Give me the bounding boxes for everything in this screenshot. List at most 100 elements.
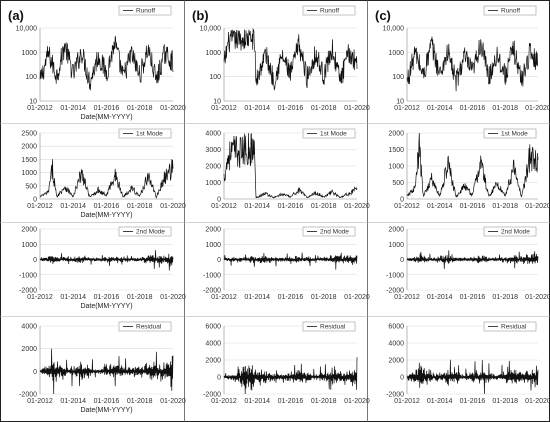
y-tick-label: 0	[217, 375, 221, 382]
x-axis-label: Date(MM-YYYY)	[80, 303, 132, 310]
legend-box	[302, 128, 356, 139]
x-tick-label: 01-2016	[94, 294, 120, 301]
x-tick-label: 01-2014	[60, 105, 86, 112]
legend: 2nd Mode	[483, 226, 537, 237]
y-tick-label: 1000	[21, 242, 37, 249]
y-tick-label: 0	[400, 375, 404, 382]
legend-label: 2nd Mode	[320, 229, 349, 236]
y-tick-label: 1000	[205, 180, 221, 187]
y-tick-label: 6000	[205, 324, 221, 331]
x-tick-label: 01-2016	[278, 203, 304, 210]
x-tick-label: 01-2014	[244, 203, 270, 210]
panel-label: (c)	[375, 8, 391, 23]
x-tick-label: 01-2020	[525, 203, 550, 210]
y-tick-label: 10,000	[200, 26, 222, 33]
legend: Runoff	[483, 5, 537, 16]
x-tick-label: 01-2016	[278, 398, 304, 405]
y-tick-label: 1000	[388, 164, 404, 171]
y-tick-label: 2000	[388, 227, 404, 234]
x-axis-label: Date(MM-YYYY)	[80, 212, 132, 219]
x-tick-label: 01-2012	[27, 398, 53, 405]
x-tick-label: 01-2016	[460, 294, 486, 301]
series-line	[223, 132, 358, 199]
y-tick-label: 100	[392, 74, 404, 81]
y-tick-label: -1000	[386, 272, 404, 279]
y-tick-label: 1000	[388, 50, 404, 57]
series-line	[223, 27, 358, 91]
series-line	[406, 359, 539, 395]
legend-box	[483, 128, 537, 139]
x-axis-label: Date(MM-YYYY)	[80, 114, 132, 121]
x-tick-label: 01-2012	[394, 398, 420, 405]
legend: 2nd Mode	[302, 226, 356, 237]
y-tick-label: 0	[217, 197, 221, 204]
x-tick-label: 01-2014	[244, 294, 270, 301]
x-tick-label: 01-2018	[127, 294, 153, 301]
x-tick-label: 01-2016	[278, 294, 304, 301]
x-tick-label: 01-2012	[27, 294, 53, 301]
series-line	[406, 36, 539, 92]
x-tick-label: 01-2016	[94, 398, 120, 405]
x-tick-label: 01-2020	[525, 398, 550, 405]
x-tick-label: 01-2020	[525, 105, 550, 112]
x-axis-label: Date(MM-YYYY)	[80, 407, 132, 414]
y-tick-label: 2000	[21, 227, 37, 234]
y-tick-label: 0	[33, 197, 37, 204]
legend-label: Runoff	[320, 8, 339, 15]
legend-box	[483, 226, 537, 237]
y-tick-label: 0	[33, 369, 37, 376]
x-tick-label: 01-2012	[211, 203, 237, 210]
legend: Residual	[302, 321, 356, 332]
chart-panel: -2000 -1000 0 1000 2000 01-2012 01-2014 01-2016…	[19, 227, 186, 311]
legend-label: Residual	[501, 324, 527, 331]
x-tick-label: 01-2018	[492, 398, 518, 405]
legend: Residual	[483, 321, 537, 332]
series-line	[39, 35, 174, 91]
x-tick-label: 01-2012	[211, 294, 237, 301]
legend-box	[118, 5, 172, 16]
y-tick-label: 100	[209, 74, 221, 81]
series-line	[39, 159, 174, 199]
x-tick-label: 01-2014	[244, 398, 270, 405]
chart-panel: 10 100 1000 10,000 01-2012 01-2014 01-2016 01-2…	[200, 5, 370, 112]
y-tick-label: 2000	[21, 346, 37, 353]
x-tick-label: 01-2016	[460, 203, 486, 210]
y-tick-label: 1500	[388, 147, 404, 154]
legend: Runoff	[118, 5, 172, 16]
chart-panel: 10 100 1000 10,000 01-2012 01-2014 01-2016 01-2…	[383, 5, 550, 112]
x-tick-label: 01-2012	[394, 105, 420, 112]
y-tick-label: 500	[392, 180, 404, 187]
y-tick-label: 10	[213, 99, 221, 106]
x-tick-label: 01-2012	[27, 203, 53, 210]
y-tick-label: 10,000	[16, 26, 38, 33]
chart-panel: 10 100 1000 10,000 01-2012 01-2014 01-2016 01-2…	[16, 5, 186, 121]
legend-box	[302, 321, 356, 332]
y-tick-label: 1000	[21, 50, 37, 57]
x-tick-label: 01-2020	[160, 105, 186, 112]
legend: 1st Mode	[483, 128, 537, 139]
y-tick-label: 2000	[205, 358, 221, 365]
y-tick-label: 2000	[21, 144, 37, 151]
series-line	[223, 357, 358, 395]
chart-panel: -2000 -1000 0 1000 2000 01-2012 01-2014 01-2016…	[386, 227, 550, 302]
y-tick-label: 0	[217, 257, 221, 264]
x-tick-label: 01-2014	[427, 294, 453, 301]
y-tick-label: -1000	[203, 272, 221, 279]
y-tick-label: 10	[29, 99, 37, 106]
x-tick-label: 01-2020	[344, 398, 370, 405]
x-tick-label: 01-2020	[160, 398, 186, 405]
panel-label: (b)	[192, 8, 209, 23]
x-tick-label: 01-2018	[311, 105, 337, 112]
y-tick-label: 1000	[205, 242, 221, 249]
x-tick-label: 01-2016	[94, 203, 120, 210]
legend-box	[483, 321, 537, 332]
legend-label: Runoff	[501, 8, 520, 15]
x-tick-label: 01-2014	[60, 203, 86, 210]
x-tick-label: 01-2018	[311, 398, 337, 405]
y-tick-label: 4000	[205, 131, 221, 138]
legend-label: Runoff	[136, 8, 155, 15]
x-tick-label: 01-2012	[211, 105, 237, 112]
x-tick-label: 01-2016	[94, 105, 120, 112]
